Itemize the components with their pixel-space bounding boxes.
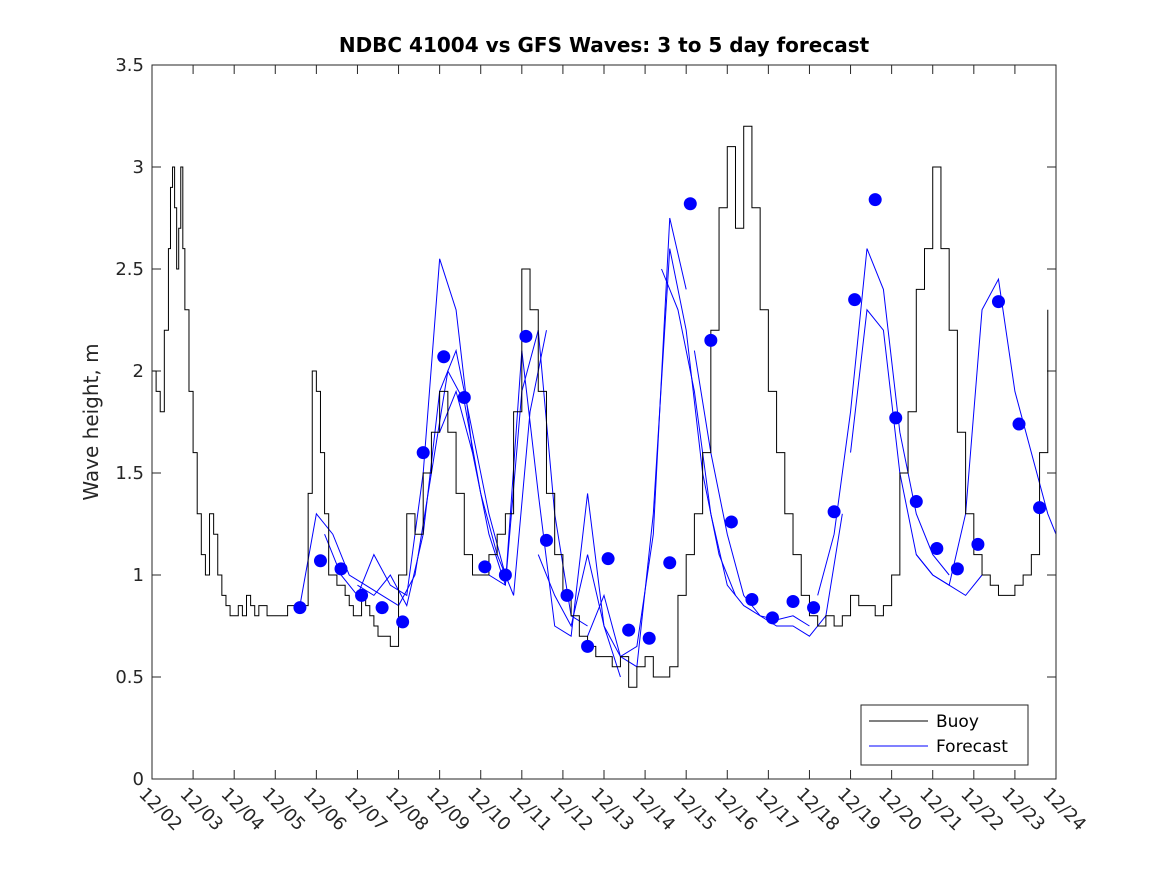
forecast-marker — [745, 592, 759, 606]
forecast-marker — [724, 515, 738, 529]
y-tick-label: 3.5 — [115, 55, 144, 76]
forecast-marker — [971, 537, 985, 551]
forecast-marker — [950, 562, 964, 576]
forecast-marker — [930, 541, 944, 555]
forecast-marker — [786, 595, 800, 609]
forecast-marker — [519, 329, 533, 343]
forecast-marker — [807, 601, 821, 615]
y-axis-label: Wave height, m — [79, 343, 103, 500]
forecast-marker — [601, 552, 615, 566]
forecast-marker — [683, 197, 697, 211]
forecast-marker — [313, 554, 327, 568]
plot-area — [152, 65, 1056, 779]
forecast-marker — [539, 533, 553, 547]
forecast-marker — [437, 350, 451, 364]
forecast-marker — [848, 293, 862, 307]
forecast-marker — [293, 601, 307, 615]
y-tick-label: 2.5 — [115, 259, 144, 280]
forecast-marker — [581, 639, 595, 653]
forecast-marker — [498, 568, 512, 582]
y-tick-label: 1 — [133, 565, 144, 586]
y-tick-label: 3 — [133, 157, 144, 178]
y-tick-label: 0 — [133, 769, 144, 790]
forecast-marker — [1033, 501, 1047, 515]
y-tick-label: 2 — [133, 361, 144, 382]
forecast-marker — [663, 556, 677, 570]
forecast-series-line — [488, 350, 621, 678]
forecast-marker — [1012, 417, 1026, 431]
legend-forecast-label: Forecast — [936, 737, 1008, 757]
forecast-series-line — [661, 268, 810, 627]
buoy-series-line — [152, 125, 1049, 688]
forecast-marker — [334, 562, 348, 576]
forecast-marker — [909, 495, 923, 509]
chart-title: NDBC 41004 vs GFS Waves: 3 to 5 day fore… — [339, 33, 870, 57]
forecast-marker — [560, 588, 574, 602]
forecast-marker — [355, 588, 369, 602]
forecast-series-line — [817, 248, 950, 596]
forecast-marker — [889, 411, 903, 425]
legend-buoy-label: Buoy — [936, 712, 979, 732]
forecast-marker — [991, 295, 1005, 309]
forecast-marker — [622, 623, 636, 637]
forecast-marker — [478, 560, 492, 574]
legend: Buoy Forecast — [860, 704, 1029, 766]
y-tick-labels: 0 0.5 1 1.5 2 2.5 3 3.5 — [115, 55, 144, 790]
forecast-marker — [827, 505, 841, 519]
plot-frame — [151, 64, 1057, 780]
forecast-marker — [642, 631, 656, 645]
forecast-marker — [765, 611, 779, 625]
legend-box — [860, 704, 1029, 766]
forecast-marker — [457, 391, 471, 405]
forecast-series-line — [299, 512, 399, 607]
forecast-marker — [704, 333, 718, 347]
forecast-marker — [868, 193, 882, 207]
y-tick-label: 1.5 — [115, 463, 144, 484]
marker-layer — [293, 193, 1047, 653]
forecast-marker — [416, 446, 430, 460]
forecast-marker — [375, 601, 389, 615]
forecast-marker — [396, 615, 410, 629]
y-tick-label: 0.5 — [115, 667, 144, 688]
